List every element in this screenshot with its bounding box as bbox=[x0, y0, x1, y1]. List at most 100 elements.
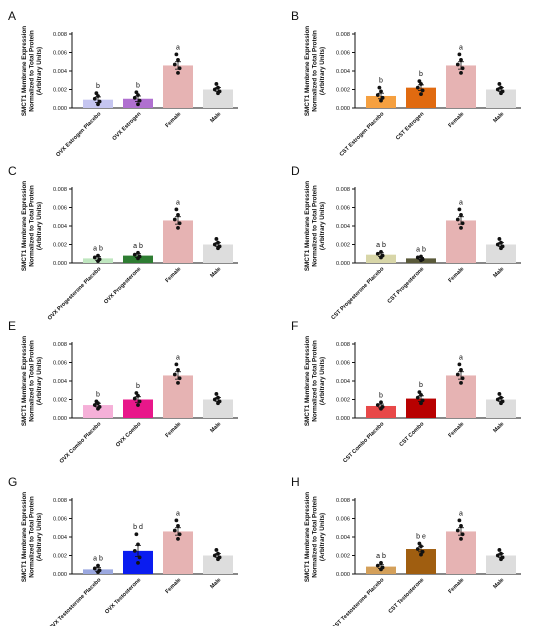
panel-g: G SMCT1 Membrane Expression Normalized to … bbox=[8, 475, 238, 626]
data-point bbox=[137, 399, 142, 404]
significance-label: b e bbox=[416, 533, 426, 540]
data-point bbox=[417, 390, 422, 394]
data-point bbox=[174, 518, 179, 523]
category-label: Male bbox=[209, 111, 222, 124]
panel-letter: G bbox=[8, 475, 17, 489]
data-point bbox=[460, 66, 465, 71]
data-point bbox=[499, 551, 503, 556]
data-point bbox=[217, 244, 222, 249]
y-tick-label: 0.004 bbox=[336, 69, 350, 75]
data-point bbox=[94, 91, 99, 96]
y-axis-label: SMCT1 Membrane Expression bbox=[304, 336, 311, 426]
data-point bbox=[420, 549, 425, 554]
data-point bbox=[379, 250, 383, 254]
y-tick-label: 0.006 bbox=[336, 517, 350, 523]
panel-b: B SMCT1 Membrane Expression Normalized to … bbox=[291, 9, 521, 158]
data-point bbox=[415, 255, 420, 260]
panel-letter: F bbox=[291, 319, 298, 333]
data-point bbox=[172, 62, 177, 67]
data-point bbox=[500, 555, 505, 560]
category-label: CST Progesterone bbox=[387, 266, 426, 305]
bar bbox=[486, 555, 516, 574]
significance-label: a b bbox=[416, 247, 426, 254]
data-point bbox=[459, 536, 463, 541]
y-tick-label: 0.004 bbox=[336, 224, 350, 230]
significance-label: a bbox=[176, 44, 180, 51]
y-tick-label: 0.002 bbox=[336, 243, 350, 249]
data-point bbox=[217, 89, 222, 94]
category-label: CST Estrogen Placebo bbox=[339, 111, 386, 158]
data-point bbox=[415, 395, 420, 400]
data-point bbox=[214, 392, 219, 396]
data-point bbox=[136, 542, 140, 547]
y-tick-label: 0.004 bbox=[336, 379, 350, 385]
bar bbox=[203, 555, 233, 574]
y-tick-label: 0.002 bbox=[336, 88, 350, 94]
data-point bbox=[459, 368, 463, 372]
significance-label: a b bbox=[376, 553, 386, 560]
significance-label: a b bbox=[133, 243, 143, 250]
data-point bbox=[419, 254, 423, 259]
category-label: Female bbox=[165, 266, 183, 284]
y-tick-label: 0.000 bbox=[53, 572, 67, 578]
panel-letter: C bbox=[8, 164, 17, 178]
y-tick-label: 0.008 bbox=[53, 187, 67, 193]
data-point bbox=[176, 524, 180, 528]
panel-f: F SMCT1 Membrane Expression Normalized to … bbox=[291, 319, 521, 464]
category-label: OVX Testosterone Placebo bbox=[48, 577, 103, 626]
data-point bbox=[497, 237, 502, 241]
data-point bbox=[377, 85, 382, 90]
data-point bbox=[96, 253, 100, 258]
y-tick-label: 0.004 bbox=[53, 535, 67, 541]
data-point bbox=[176, 380, 180, 385]
data-point bbox=[214, 548, 219, 552]
data-point bbox=[132, 396, 137, 401]
data-point bbox=[460, 532, 465, 537]
y-tick-label: 0.004 bbox=[53, 379, 67, 385]
data-point bbox=[459, 225, 463, 230]
data-point bbox=[97, 257, 102, 262]
data-point bbox=[92, 566, 97, 571]
data-point bbox=[419, 392, 423, 397]
data-point bbox=[172, 217, 177, 222]
category-label: OVX Progesterone Placebo bbox=[47, 266, 103, 322]
y-tick-label: 0.008 bbox=[336, 32, 350, 38]
data-point bbox=[172, 372, 177, 377]
data-point bbox=[420, 88, 425, 93]
category-label: CST Progesterone Placebo bbox=[330, 266, 385, 321]
data-point bbox=[136, 561, 140, 565]
significance-label: b bbox=[136, 82, 140, 89]
bar bbox=[203, 399, 233, 418]
data-point bbox=[497, 82, 502, 86]
category-label: Female bbox=[165, 421, 183, 439]
y-tick-label: 0.006 bbox=[336, 361, 350, 367]
data-point bbox=[176, 58, 180, 62]
data-point bbox=[417, 541, 422, 546]
data-point bbox=[92, 96, 97, 101]
data-point bbox=[217, 555, 222, 560]
data-point bbox=[96, 94, 100, 98]
data-point bbox=[455, 372, 460, 377]
bar bbox=[486, 244, 516, 263]
data-point bbox=[174, 362, 179, 367]
data-point bbox=[97, 99, 102, 104]
y-tick-label: 0.004 bbox=[53, 69, 67, 75]
category-label: CST Testosterone Placebo bbox=[331, 577, 385, 626]
category-label: Male bbox=[492, 421, 505, 434]
significance-label: a bbox=[459, 44, 463, 51]
data-point bbox=[420, 257, 425, 262]
y-tick-label: 0.000 bbox=[53, 261, 67, 267]
significance-label: a bbox=[459, 354, 463, 361]
category-label: Female bbox=[165, 111, 183, 129]
data-point bbox=[216, 85, 220, 90]
y-tick-label: 0.008 bbox=[336, 498, 350, 504]
data-point bbox=[380, 253, 385, 258]
significance-label: b bbox=[136, 383, 140, 390]
panel-letter: A bbox=[8, 9, 16, 23]
significance-label: a bbox=[176, 510, 180, 517]
category-label: CST Combo Placebo bbox=[342, 421, 386, 465]
data-point bbox=[460, 221, 465, 226]
y-tick-label: 0.006 bbox=[53, 517, 67, 523]
y-axis-label: Normalized to Total Protein bbox=[29, 30, 36, 112]
y-tick-label: 0.006 bbox=[336, 206, 350, 212]
